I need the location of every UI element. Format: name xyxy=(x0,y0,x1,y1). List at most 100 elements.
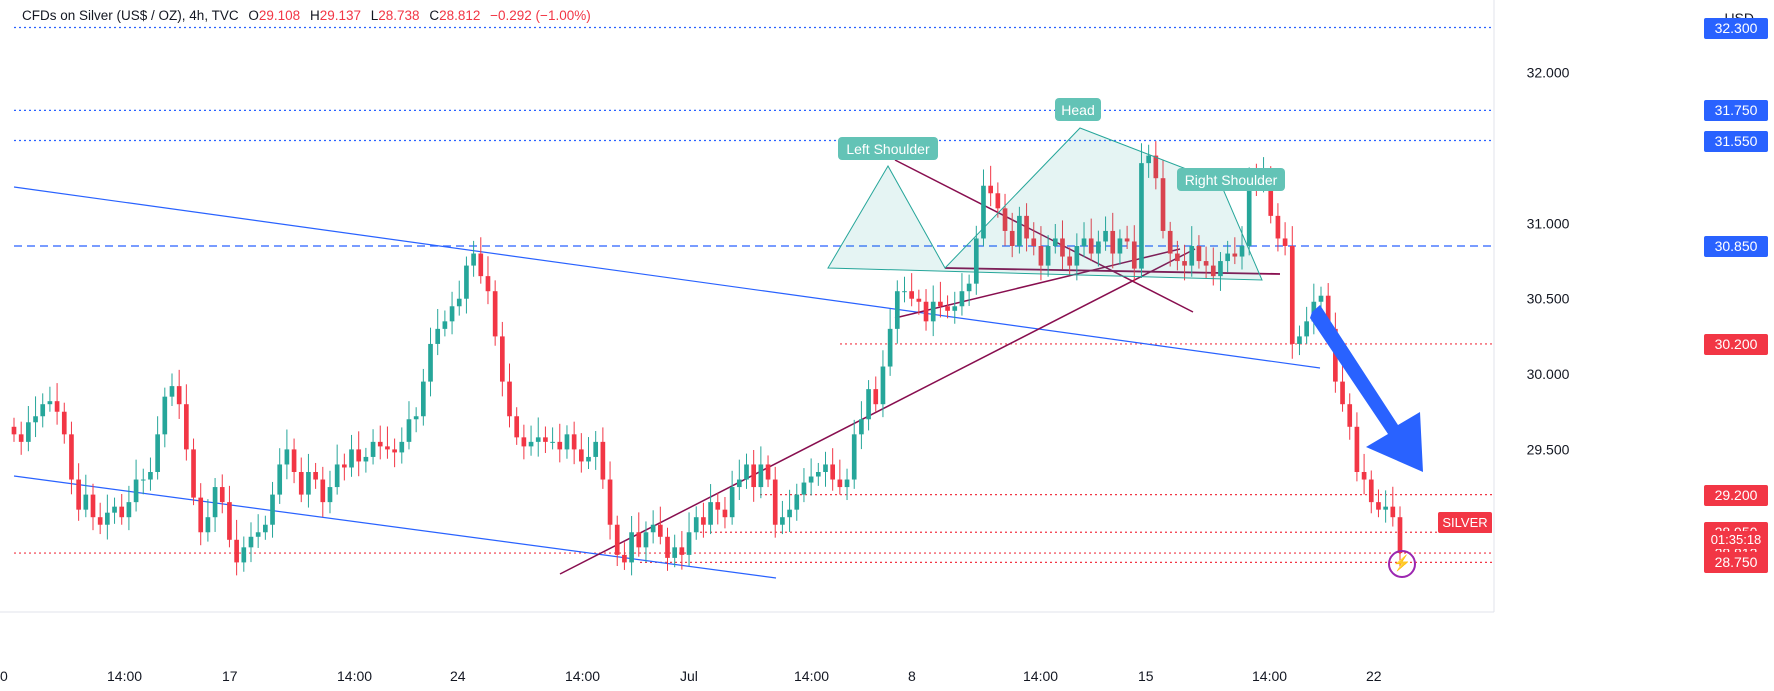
candle-body xyxy=(701,517,706,525)
candle-body xyxy=(672,547,678,558)
candle-body xyxy=(902,291,907,293)
candle-body xyxy=(995,193,1001,209)
candle-body xyxy=(277,464,283,495)
x-tick-label: 14:00 xyxy=(794,668,830,684)
high-label: H xyxy=(309,8,320,23)
candle-body xyxy=(1009,230,1015,246)
candle-body xyxy=(54,401,60,412)
price-tag: 31.550 xyxy=(1704,130,1768,152)
candle-body xyxy=(1318,295,1324,302)
candle-body xyxy=(133,479,139,503)
candle-body xyxy=(1024,215,1029,239)
symbol-title: CFDs on Silver (US$ / OZ) xyxy=(22,8,182,23)
candle-body xyxy=(758,464,764,488)
candle-body xyxy=(1232,253,1238,257)
candle-body xyxy=(643,532,649,548)
candle-body xyxy=(140,479,146,481)
annotation-badge xyxy=(1055,98,1101,121)
x-tick-label: 15 xyxy=(1138,668,1154,684)
candle-body xyxy=(413,416,419,420)
candle-body xyxy=(859,419,864,435)
candle-body xyxy=(729,487,735,518)
candle-body xyxy=(571,434,577,450)
x-tick-label: 14:00 xyxy=(107,668,143,684)
neckline xyxy=(944,267,1281,275)
candle-body xyxy=(844,479,850,488)
candle-body xyxy=(880,366,886,405)
candle-body xyxy=(1182,261,1187,266)
candle-body xyxy=(492,291,498,337)
bar-countdown: 01:35:18 xyxy=(1704,531,1768,549)
price-tag: 31.750 xyxy=(1704,100,1768,122)
candle-body xyxy=(76,479,81,510)
candle-body xyxy=(837,479,843,488)
candle-body xyxy=(1017,215,1022,246)
falling-trendline xyxy=(894,159,1194,313)
low-value: 28.738 xyxy=(378,8,420,23)
rising-trendline xyxy=(559,248,1196,575)
candle-body xyxy=(499,336,505,382)
candle-body xyxy=(1268,175,1274,216)
candle-body xyxy=(679,547,685,555)
candle-body xyxy=(945,306,950,311)
candle-body xyxy=(449,306,455,322)
candle-body xyxy=(1196,246,1202,262)
candle-body xyxy=(1282,238,1288,246)
candle-body xyxy=(830,464,836,480)
y-tick-label: 30.000 xyxy=(1527,366,1570,382)
candle-body xyxy=(1146,155,1151,164)
candle-body xyxy=(148,472,153,480)
candle-body xyxy=(320,479,326,503)
candle-body xyxy=(270,494,275,525)
candle-body xyxy=(406,419,412,442)
candle-body xyxy=(162,396,168,435)
candle-body xyxy=(1189,246,1195,266)
price-tag: 30.850 xyxy=(1704,236,1768,257)
candle-body xyxy=(1347,404,1353,427)
interval-label: 4h xyxy=(189,8,205,23)
candle-body xyxy=(988,185,993,194)
candle-body xyxy=(1052,238,1058,246)
close-value: 28.812 xyxy=(439,8,481,23)
candle-body xyxy=(973,238,979,284)
annotation-label: Head xyxy=(1061,102,1094,118)
candle-body xyxy=(399,441,405,453)
y-tick-label: 29.500 xyxy=(1527,441,1570,457)
candle-body xyxy=(1239,246,1245,257)
candle-body xyxy=(255,532,261,537)
candle-body xyxy=(119,506,125,518)
candle-body xyxy=(1131,241,1137,269)
candle-body xyxy=(356,449,362,462)
candle-body xyxy=(291,449,297,472)
candle-body xyxy=(744,464,749,480)
candle-body xyxy=(363,456,369,462)
candle-body xyxy=(1304,321,1309,337)
candle-body xyxy=(938,301,943,307)
high-value: 29.137 xyxy=(319,8,361,23)
candle-body xyxy=(1139,163,1144,269)
candle-body xyxy=(600,441,606,480)
head-shoulders-pattern: Left Shoulder Head Right Shoulder xyxy=(827,98,1423,472)
candle-body xyxy=(47,401,53,405)
candle-body xyxy=(126,502,132,518)
candle-body xyxy=(1361,472,1367,480)
candle-body xyxy=(535,437,541,442)
y-tick-label: 32.000 xyxy=(1527,65,1570,81)
candle-body xyxy=(1225,253,1230,262)
pattern-shape xyxy=(827,127,1263,281)
source-label: TVC xyxy=(211,8,239,23)
candle-body xyxy=(263,524,268,533)
lightning-icon[interactable]: ⚡ xyxy=(1388,550,1416,578)
candle-body xyxy=(794,494,800,510)
candle-body xyxy=(693,517,699,533)
candle-body xyxy=(507,381,512,417)
candle-body xyxy=(306,472,311,495)
candle-body xyxy=(61,411,67,435)
candle-body xyxy=(1167,230,1173,254)
x-tick-label: 17 xyxy=(222,668,238,684)
annotation-badge xyxy=(838,137,938,160)
candle-body xyxy=(313,472,318,480)
candle-body xyxy=(1060,238,1065,257)
candle-body xyxy=(155,434,160,472)
